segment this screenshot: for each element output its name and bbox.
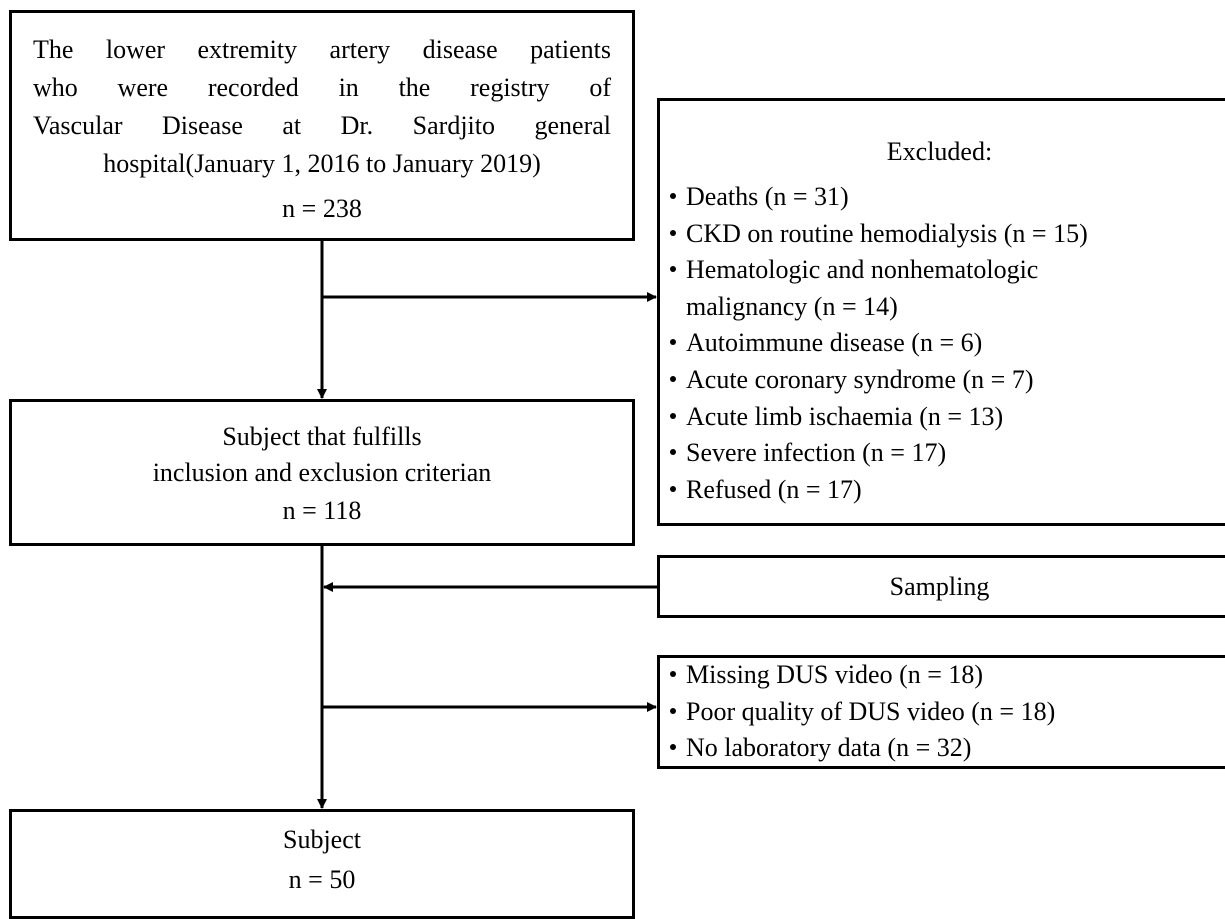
node-text: Subject that fulfills: [222, 422, 422, 451]
list-item: Hematologic and nonhematologic: [686, 255, 1039, 285]
node-text: hospital(January 1, 2016 to January 2019…: [103, 149, 541, 178]
list-item: Severe infection (n = 17): [686, 438, 947, 468]
list-item: No laboratory data (n = 32): [686, 733, 972, 763]
bullet: [670, 266, 676, 273]
node-text: Subject: [283, 825, 361, 854]
list-item: Missing DUS video (n = 18): [686, 660, 984, 689]
bullet: [670, 485, 676, 492]
node-text: Vascular Disease at Dr. Sardjito general: [33, 111, 611, 140]
node-text: n = 118: [282, 496, 362, 525]
node-text: The lower extremity artery disease patie…: [33, 35, 611, 64]
list-item: CKD on routine hemodialysis (n = 15): [686, 218, 1088, 248]
bullet: [670, 229, 676, 236]
box: [657, 98, 1225, 526]
node-text: n = 50: [288, 865, 356, 894]
list-item: Acute coronary syndrome (n = 7): [686, 365, 1034, 394]
node-text: inclusion and exclusion criterian: [152, 458, 492, 487]
box: [9, 10, 635, 241]
bullet: [670, 376, 676, 382]
list-item: malignancy (n = 14): [686, 291, 898, 321]
bullet: [670, 744, 676, 751]
bullet: [670, 339, 676, 346]
list-item: Deaths (n = 31): [686, 182, 849, 211]
list-item: Poor quality of DUS video (n = 18): [686, 696, 1056, 726]
bullet: [670, 193, 676, 199]
bullet: [670, 671, 676, 677]
node-text: who were recorded in the registry of: [33, 73, 611, 102]
list-item: Acute limb ischaemia (n = 13): [686, 401, 1004, 431]
list-item: Refused (n = 17): [686, 474, 862, 504]
box-title: Excluded:: [886, 137, 993, 166]
bullet: [670, 412, 676, 419]
bullet: [670, 449, 676, 456]
list-item: Autoimmune disease (n = 6): [686, 328, 983, 358]
box: [657, 555, 1225, 618]
sampling-text: Sampling: [889, 572, 990, 601]
bullet: [670, 707, 676, 714]
box: [657, 655, 1225, 769]
node-text: n = 238: [282, 194, 362, 223]
box: [9, 399, 635, 546]
